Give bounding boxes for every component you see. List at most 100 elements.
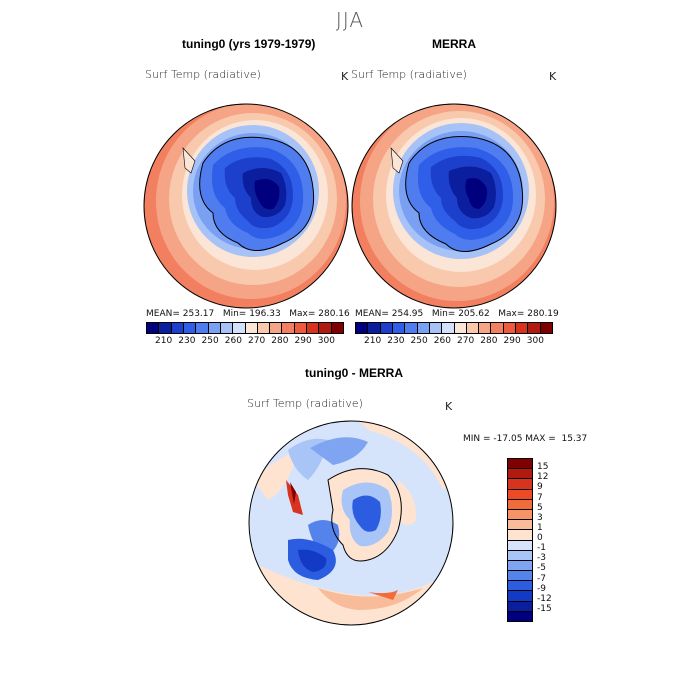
right-variable-label: Surf Temp (radiative) xyxy=(351,68,467,81)
colorbar-swatch xyxy=(232,323,245,333)
colorbar-swatch xyxy=(244,323,257,333)
colorbar-tick-label: -12 xyxy=(537,593,552,604)
colorbar-tick-label: 280 xyxy=(480,336,498,346)
colorbar-tick-label: 290 xyxy=(294,336,312,346)
left-unit-label: K xyxy=(341,70,349,83)
colorbar-tick-label: 1 xyxy=(537,522,543,533)
colorbar-tick-label: 290 xyxy=(503,336,521,346)
left-colorbar-swatches xyxy=(146,322,344,334)
colorbar-tick-label: 230 xyxy=(387,336,405,346)
colorbar-tick-label: 210 xyxy=(364,336,382,346)
colorbar-tick-label: -3 xyxy=(537,553,546,564)
colorbar-swatch xyxy=(356,323,368,333)
colorbar-tick-label: 7 xyxy=(537,492,543,503)
colorbar-swatch xyxy=(508,488,532,499)
colorbar-swatch xyxy=(508,468,532,479)
right-unit-label: K xyxy=(549,70,557,83)
colorbar-swatch xyxy=(256,323,270,333)
colorbar-swatch xyxy=(508,580,532,591)
diff-colorbar: 15 12 9 7 5 3 1 0 -1 -3 -5 -7 -9 -12 -15 xyxy=(507,458,552,622)
diff-panel-title: tuning0 - MERRA xyxy=(305,366,403,380)
colorbar-swatch xyxy=(158,323,171,333)
right-stats: MEAN= 254.95 Min= 205.62 Max= 280.19 xyxy=(355,309,559,319)
colorbar-swatch xyxy=(147,323,159,333)
colorbar-swatch xyxy=(508,529,532,540)
colorbar-tick-label: 260 xyxy=(433,336,451,346)
diff-colorbar-swatches xyxy=(507,458,533,622)
left-polar-map xyxy=(143,103,349,309)
colorbar-swatch xyxy=(508,600,532,611)
left-panel-title: tuning0 (yrs 1979-1979) xyxy=(182,37,316,51)
colorbar-swatch xyxy=(330,323,343,333)
colorbar-tick-label: 9 xyxy=(537,482,543,493)
colorbar-swatch xyxy=(508,590,532,601)
colorbar-swatch xyxy=(508,570,532,581)
colorbar-swatch xyxy=(508,478,532,489)
colorbar-swatch xyxy=(318,323,331,333)
colorbar-swatch xyxy=(182,323,196,333)
colorbar-swatch xyxy=(508,519,532,530)
colorbar-swatch xyxy=(170,323,183,333)
right-panel-title: MERRA xyxy=(432,37,476,51)
colorbar-swatch xyxy=(508,539,532,550)
diff-polar-map xyxy=(248,420,454,626)
colorbar-tick-label: 210 xyxy=(155,336,173,346)
colorbar-tick-label: 280 xyxy=(271,336,289,346)
colorbar-swatch xyxy=(527,323,540,333)
colorbar-tick-label: 250 xyxy=(201,336,219,346)
colorbar-tick-label: 260 xyxy=(224,336,242,346)
colorbar-swatch xyxy=(441,323,454,333)
colorbar-swatch xyxy=(508,508,532,520)
colorbar-tick-label: -5 xyxy=(537,563,546,574)
colorbar-swatch xyxy=(478,323,491,333)
colorbar-swatch xyxy=(367,323,380,333)
colorbar-swatch xyxy=(281,323,294,333)
right-colorbar: 210 230 250 260 270 280 290 300 xyxy=(355,322,553,346)
colorbar-swatch xyxy=(465,323,479,333)
colorbar-swatch xyxy=(404,323,417,333)
colorbar-swatch xyxy=(508,549,532,560)
colorbar-swatch xyxy=(508,610,532,621)
diff-unit-label: K xyxy=(445,400,453,413)
colorbar-tick-label: 270 xyxy=(248,336,266,346)
colorbar-swatch xyxy=(306,323,319,333)
colorbar-tick-label: 230 xyxy=(178,336,196,346)
diff-stats: MIN = -17.05 MAX = 15.37 xyxy=(463,434,588,444)
colorbar-swatch xyxy=(508,498,532,509)
colorbar-swatch xyxy=(195,323,208,333)
colorbar-tick-label: -15 xyxy=(537,603,552,614)
colorbar-swatch xyxy=(269,323,282,333)
colorbar-swatch xyxy=(502,323,516,333)
right-colorbar-swatches xyxy=(355,322,553,334)
right-polar-map xyxy=(351,103,557,309)
colorbar-tick-label: -7 xyxy=(537,573,546,584)
colorbar-tick-label: 3 xyxy=(537,512,543,523)
left-stats: MEAN= 253.17 Min= 196.33 Max= 280.16 xyxy=(146,309,350,319)
colorbar-tick-label: 270 xyxy=(457,336,475,346)
colorbar-swatch xyxy=(515,323,528,333)
colorbar-swatch xyxy=(416,323,429,333)
left-colorbar-ticks: 210 230 250 260 270 280 290 300 xyxy=(146,336,344,346)
colorbar-tick-label: 15 xyxy=(537,462,549,473)
colorbar-tick-label: 300 xyxy=(317,336,335,346)
colorbar-swatch xyxy=(508,459,532,469)
colorbar-swatch xyxy=(391,323,405,333)
colorbar-swatch xyxy=(428,323,442,333)
colorbar-tick-label: 250 xyxy=(410,336,428,346)
diff-variable-label: Surf Temp (radiative) xyxy=(247,397,363,410)
colorbar-tick-label: -1 xyxy=(537,543,546,554)
colorbar-tick-label: 0 xyxy=(537,533,543,543)
colorbar-tick-label: 5 xyxy=(537,502,543,513)
colorbar-tick-label: 12 xyxy=(537,472,549,483)
colorbar-swatch xyxy=(508,559,532,571)
colorbar-swatch xyxy=(379,323,392,333)
colorbar-tick-label: -9 xyxy=(537,583,546,594)
season-title: JJA xyxy=(335,8,365,32)
colorbar-swatch xyxy=(207,323,220,333)
colorbar-tick-label: 300 xyxy=(526,336,544,346)
colorbar-swatch xyxy=(539,323,552,333)
colorbar-swatch xyxy=(219,323,233,333)
colorbar-swatch xyxy=(293,323,307,333)
left-colorbar: 210 230 250 260 270 280 290 300 xyxy=(146,322,344,346)
left-variable-label: Surf Temp (radiative) xyxy=(145,68,261,81)
